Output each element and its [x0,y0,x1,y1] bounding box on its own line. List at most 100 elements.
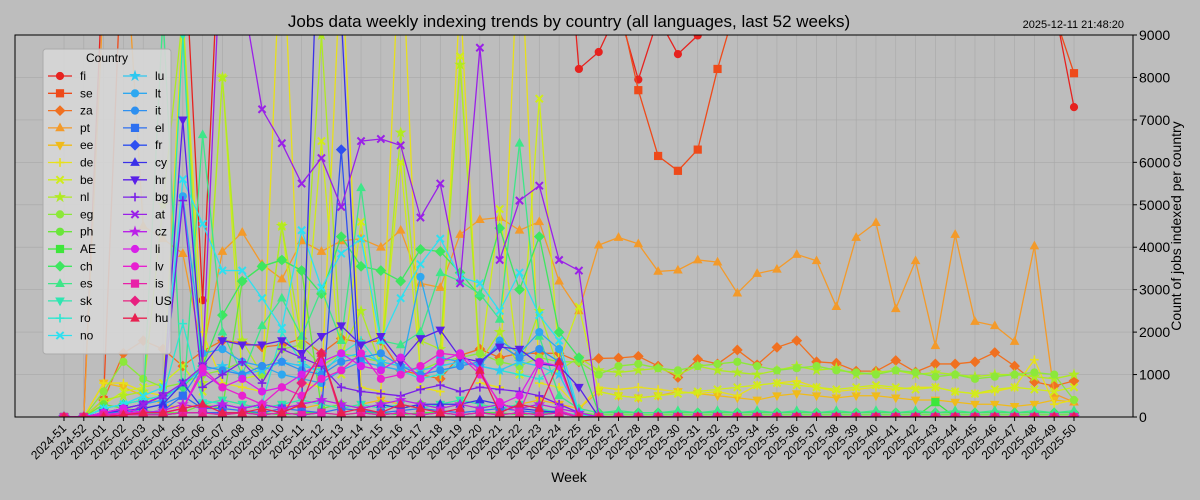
marker [614,385,623,394]
marker [515,391,524,400]
marker [970,374,980,383]
marker [217,246,228,255]
marker [673,366,683,375]
plot-frame [14,34,1134,418]
marker [178,116,188,126]
marker [793,411,800,417]
marker [972,411,978,417]
marker [355,260,367,272]
chart-title: Jobs data weekly indexing trends by coun… [288,12,850,31]
marker [55,71,65,81]
marker [1050,370,1059,379]
marker [129,69,141,82]
marker [712,256,723,266]
marker [415,335,426,344]
marker [475,382,485,392]
marker [891,366,900,375]
marker [1009,336,1020,345]
marker [356,403,366,412]
marker [277,370,286,379]
marker [276,254,288,266]
marker [376,374,385,383]
marker [257,361,267,371]
legend-label: cz [155,225,167,239]
marker [733,357,742,366]
marker [257,378,267,388]
marker [634,86,643,95]
legend-item: ro [48,311,91,325]
marker [257,104,267,114]
marker [731,366,744,378]
marker [277,337,287,346]
marker [791,390,802,400]
legend-label: lt [155,86,162,100]
marker [454,411,466,417]
legend-label: US [155,294,172,308]
marker [494,407,505,417]
marker [277,344,287,354]
marker [455,351,465,360]
marker [910,396,921,406]
marker [1068,375,1080,387]
legend-item: ee [48,138,94,152]
marker [130,210,140,219]
marker [950,229,960,238]
marker [217,337,228,346]
marker [197,129,208,139]
marker [317,153,326,163]
marker [1049,387,1059,396]
marker [514,224,525,234]
marker [754,411,761,417]
marker [130,244,140,254]
marker [317,283,326,292]
marker [493,325,506,338]
legend-label: ph [80,225,93,239]
legend-item: cy [123,156,167,170]
legend-label: li [155,242,160,256]
marker [256,411,268,417]
marker [435,179,445,188]
marker [416,259,425,269]
marker [454,58,467,70]
marker [673,389,683,398]
marker [534,181,544,190]
marker [435,234,445,244]
marker [139,374,148,383]
marker [237,382,247,392]
marker [158,391,168,401]
marker [1009,403,1020,412]
marker [376,349,385,358]
marker [494,212,505,221]
y-tick-label: 5000 [1139,197,1170,213]
legend-label: eg [80,207,93,221]
marker [257,341,267,351]
marker [238,374,247,383]
marker [395,224,406,234]
marker [733,382,742,392]
marker [237,407,248,417]
marker [119,409,128,417]
legend-label: hu [155,311,168,325]
legend-item: pt [48,121,91,135]
marker [554,255,564,265]
legend-label: is [155,277,164,291]
marker [713,385,722,394]
marker [297,410,306,417]
marker [813,411,820,417]
marker [130,106,140,115]
marker [911,368,920,377]
marker [515,268,524,277]
marker [218,370,227,379]
marker [256,260,268,272]
series-line [64,196,1074,417]
marker [138,399,148,409]
marker [337,349,346,358]
legend-label: cy [155,156,167,170]
marker [514,411,525,417]
marker [811,392,822,402]
marker [833,411,840,417]
marker [356,361,366,371]
marker [1010,382,1019,392]
marker [317,136,326,146]
marker [1069,395,1079,405]
